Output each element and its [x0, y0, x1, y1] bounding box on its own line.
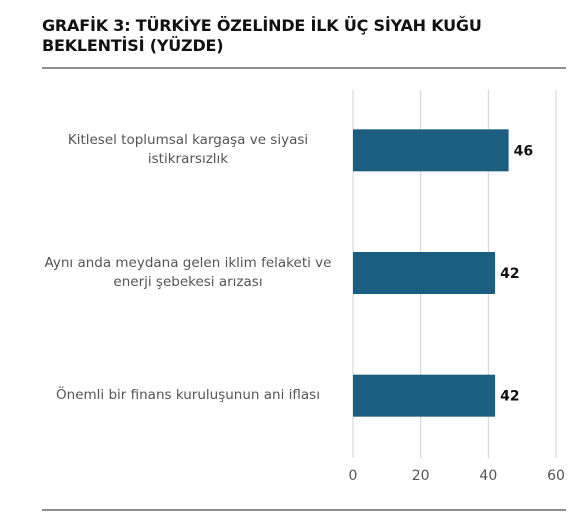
- x-tick-label: 40: [479, 468, 497, 484]
- value-label: 42: [500, 389, 519, 405]
- chart-title: GRAFİK 3: TÜRKİYE ÖZELİNDE İLK ÜÇ SİYAH …: [42, 16, 482, 55]
- category-label: Kitlesel toplumsal kargaşa ve siyasi ist…: [67, 132, 309, 168]
- x-tick-label: 20: [412, 468, 430, 484]
- value-label: 46: [514, 143, 533, 159]
- bar: [353, 252, 496, 294]
- x-tick-label: 60: [547, 468, 565, 484]
- bar: [353, 374, 496, 417]
- x-tick-label: 0: [349, 468, 358, 484]
- category-label: Aynı anda meydana gelen iklim felaketi v…: [44, 255, 332, 290]
- category-label: Önemli bir finans kuruluşunun ani iflası: [56, 387, 320, 404]
- bar: [353, 129, 509, 172]
- value-label: 42: [500, 266, 519, 282]
